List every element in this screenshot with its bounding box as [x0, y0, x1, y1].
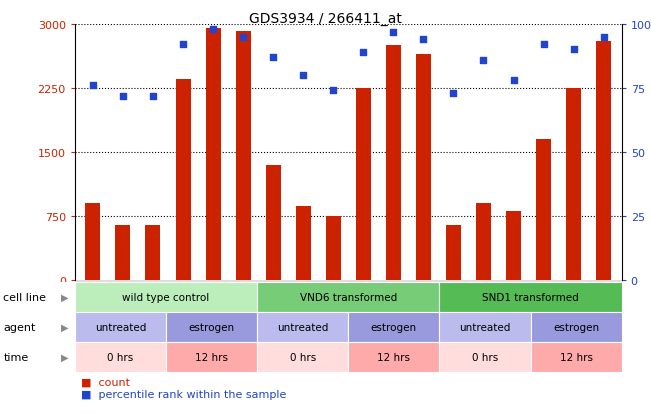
Text: 12 hrs: 12 hrs: [378, 352, 410, 362]
Text: 0 hrs: 0 hrs: [290, 352, 316, 362]
Bar: [416, 55, 431, 280]
Bar: [386, 46, 401, 280]
Text: 0 hrs: 0 hrs: [107, 352, 133, 362]
Text: agent: agent: [3, 322, 36, 332]
Text: GDS3934 / 266411_at: GDS3934 / 266411_at: [249, 12, 402, 26]
Point: [418, 37, 428, 43]
Bar: [296, 206, 311, 280]
Bar: [176, 80, 191, 280]
Bar: [236, 32, 251, 280]
Text: untreated: untreated: [460, 322, 510, 332]
Point: [238, 34, 248, 41]
Text: untreated: untreated: [95, 322, 146, 332]
Text: estrogen: estrogen: [371, 322, 417, 332]
Text: ▶: ▶: [61, 352, 68, 362]
Text: VND6 transformed: VND6 transformed: [299, 292, 397, 302]
Text: time: time: [3, 352, 29, 362]
Point: [178, 42, 188, 49]
Point: [358, 50, 368, 56]
Point: [568, 47, 579, 54]
Text: ▶: ▶: [61, 292, 68, 302]
Text: 0 hrs: 0 hrs: [472, 352, 498, 362]
Text: wild type control: wild type control: [122, 292, 210, 302]
Bar: [115, 225, 130, 280]
Point: [328, 88, 339, 95]
Text: SND1 transformed: SND1 transformed: [482, 292, 579, 302]
Bar: [536, 140, 551, 280]
Bar: [566, 89, 581, 280]
Point: [388, 29, 398, 36]
Bar: [326, 216, 340, 280]
Point: [598, 34, 609, 41]
Point: [449, 90, 459, 97]
Text: ■  percentile rank within the sample: ■ percentile rank within the sample: [81, 389, 286, 399]
Point: [118, 93, 128, 100]
Point: [88, 83, 98, 90]
Point: [298, 73, 309, 79]
Text: 12 hrs: 12 hrs: [195, 352, 228, 362]
Text: ■  count: ■ count: [81, 377, 130, 387]
Bar: [85, 204, 100, 280]
Text: estrogen: estrogen: [189, 322, 234, 332]
Text: cell line: cell line: [3, 292, 46, 302]
Text: 12 hrs: 12 hrs: [560, 352, 592, 362]
Bar: [446, 226, 461, 280]
Bar: [206, 29, 221, 280]
Bar: [145, 226, 161, 280]
Point: [208, 26, 218, 33]
Point: [268, 55, 279, 61]
Bar: [266, 165, 281, 280]
Bar: [596, 42, 611, 280]
Bar: [476, 204, 491, 280]
Text: ▶: ▶: [61, 322, 68, 332]
Point: [538, 42, 549, 49]
Bar: [356, 89, 371, 280]
Point: [148, 93, 158, 100]
Point: [508, 78, 519, 84]
Text: estrogen: estrogen: [553, 322, 599, 332]
Bar: [506, 211, 521, 280]
Point: [478, 57, 489, 64]
Text: untreated: untreated: [277, 322, 328, 332]
